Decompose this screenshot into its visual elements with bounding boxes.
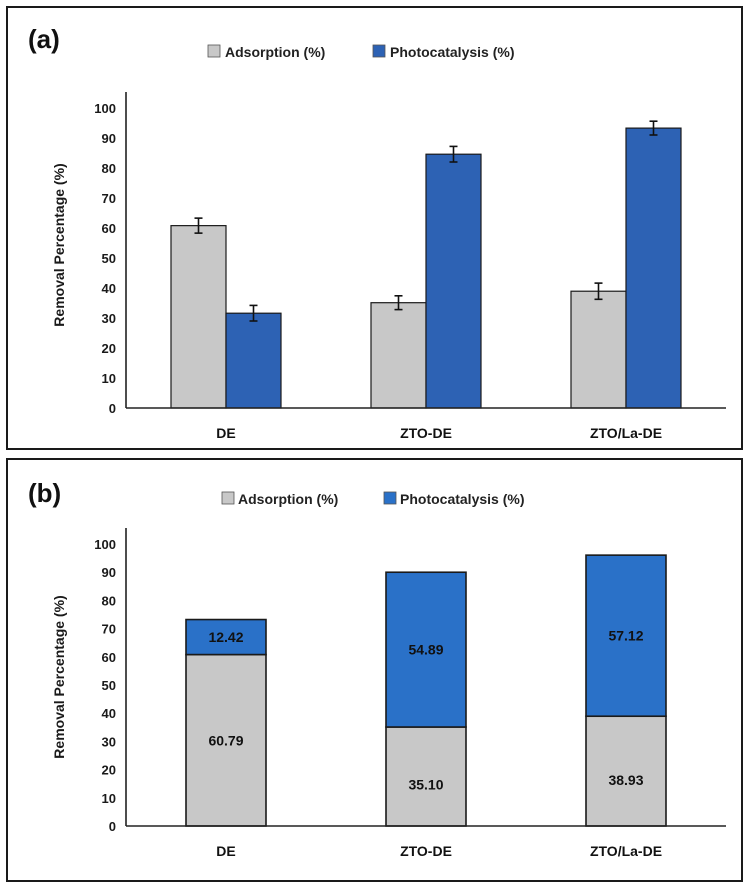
- legend-a: Adsorption (%) Photocatalysis (%): [207, 44, 514, 60]
- legend-swatch-photocatalysis-b: [383, 491, 397, 505]
- bar-a-zto-la-de-photocatalysis: [625, 127, 682, 409]
- panel-label-a: (a): [28, 24, 60, 54]
- y-tick-a-80: 80: [102, 161, 116, 176]
- legend-swatch-adsorption-b: [221, 491, 235, 505]
- bar-b-zto-de-photocatalysis: [385, 571, 467, 728]
- x-category-b-zto-de: ZTO-DE: [400, 843, 452, 859]
- legend-swatch-photocatalysis-a: [372, 44, 386, 58]
- x-category-a-de: DE: [216, 425, 235, 441]
- bar-b-zto-la-de-adsorption: [585, 715, 667, 827]
- y-axis-label-a: Removal Percentage (%): [51, 163, 67, 326]
- y-tick-b-100: 100: [94, 537, 116, 552]
- y-tick-b-40: 40: [102, 706, 116, 721]
- data-label-b-zto-la-de-adsorption: 38.93: [608, 772, 643, 788]
- bar-a-de-adsorption: [170, 225, 227, 409]
- legend-label-adsorption-a: Adsorption (%): [225, 44, 325, 60]
- legend-b: Adsorption (%) Photocatalysis (%): [221, 491, 524, 507]
- chart-b-svg: (b) Adsorption (%) Photocatalysis (%) Re…: [28, 478, 726, 859]
- data-label-b-de-adsorption: 60.79: [208, 732, 243, 748]
- chart-panel-a: (a) Adsorption (%) Photocatalysis (%) Re…: [6, 6, 743, 450]
- y-tick-a-0: 0: [109, 401, 116, 416]
- y-axis-label-b: Removal Percentage (%): [51, 595, 67, 758]
- legend-label-photocatalysis-a: Photocatalysis (%): [390, 44, 514, 60]
- y-tick-b-20: 20: [102, 763, 116, 778]
- data-label-b-zto-de-photocatalysis: 54.89: [408, 642, 443, 658]
- y-tick-a-20: 20: [102, 341, 116, 356]
- bar-a-de-photocatalysis: [225, 312, 282, 409]
- data-label-b-zto-de-adsorption: 35.10: [408, 776, 443, 792]
- x-categories-a: DE ZTO-DE ZTO/La-DE: [216, 425, 662, 441]
- data-label-b-de-photocatalysis: 12.42: [208, 629, 243, 645]
- y-tick-b-90: 90: [102, 565, 116, 580]
- bar-a-zto-la-de-adsorption: [570, 290, 627, 409]
- y-tick-a-40: 40: [102, 281, 116, 296]
- y-tick-a-70: 70: [102, 191, 116, 206]
- panel-label-b: (b): [28, 478, 61, 508]
- y-tick-b-10: 10: [102, 791, 116, 806]
- y-tick-b-0: 0: [109, 819, 116, 834]
- bar-b-de-photocatalysis: [185, 618, 267, 656]
- x-category-a-zto-de: ZTO-DE: [400, 425, 452, 441]
- x-category-b-zto-la-de: ZTO/La-DE: [590, 843, 662, 859]
- y-tick-a-90: 90: [102, 131, 116, 146]
- x-categories-b: DE ZTO-DE ZTO/La-DE: [216, 843, 662, 859]
- y-tick-a-30: 30: [102, 311, 116, 326]
- legend-label-photocatalysis-b: Photocatalysis (%): [400, 491, 524, 507]
- y-tick-a-100: 100: [94, 101, 116, 116]
- bar-a-zto-de-adsorption: [370, 302, 427, 409]
- y-tick-a-60: 60: [102, 221, 116, 236]
- y-ticks-b: 0 10 20 30 40 50 60 70 80 90 100: [94, 537, 116, 834]
- bars-a: [170, 120, 682, 409]
- chart-panel-b: (b) Adsorption (%) Photocatalysis (%) Re…: [6, 458, 743, 882]
- bar-b-de-adsorption: [185, 653, 267, 827]
- y-tick-b-60: 60: [102, 650, 116, 665]
- legend-label-adsorption-b: Adsorption (%): [238, 491, 338, 507]
- x-category-a-zto-la-de: ZTO/La-DE: [590, 425, 662, 441]
- legend-swatch-adsorption-a: [207, 44, 221, 58]
- y-tick-b-70: 70: [102, 622, 116, 637]
- bar-b-zto-de-adsorption: [385, 726, 467, 827]
- y-tick-b-50: 50: [102, 678, 116, 693]
- y-tick-a-50: 50: [102, 251, 116, 266]
- chart-a-svg: (a) Adsorption (%) Photocatalysis (%) Re…: [28, 24, 726, 441]
- y-ticks-a: 0 10 20 30 40 50 60 70 80 90 100: [94, 101, 116, 416]
- y-tick-a-10: 10: [102, 371, 116, 386]
- y-tick-b-80: 80: [102, 593, 116, 608]
- bar-b-zto-la-de-photocatalysis: [585, 554, 667, 718]
- y-tick-b-30: 30: [102, 734, 116, 749]
- bars-b: 60.79 12.42 35.10 54.89 38.93 57.12: [185, 554, 667, 827]
- x-category-b-de: DE: [216, 843, 235, 859]
- bar-a-zto-de-photocatalysis: [425, 153, 482, 409]
- data-label-b-zto-la-de-photocatalysis: 57.12: [608, 628, 643, 644]
